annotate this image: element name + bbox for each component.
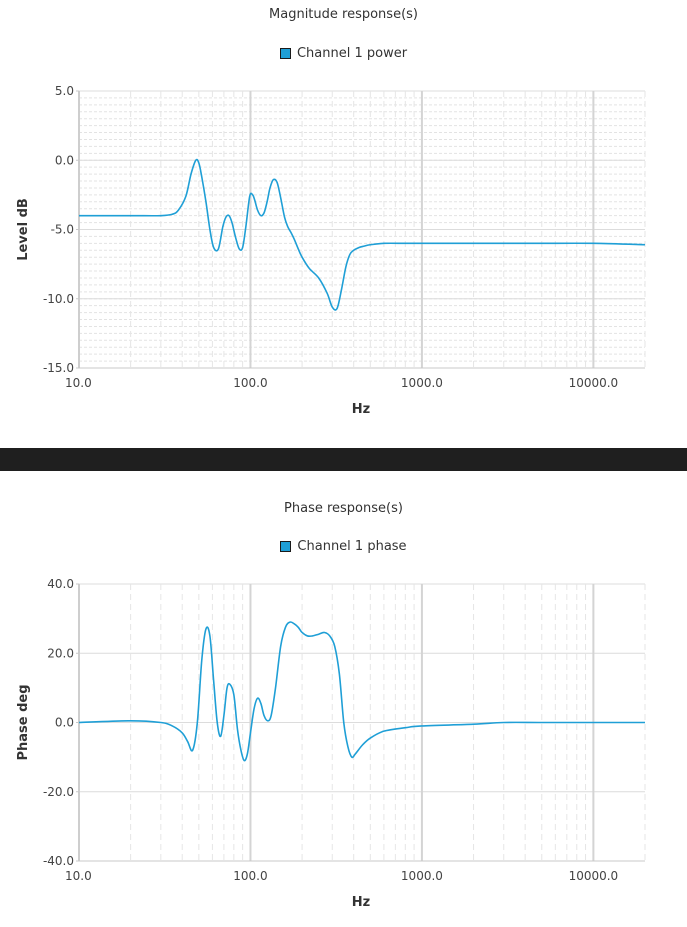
magnitude-legend-label: Channel 1 power bbox=[296, 46, 408, 61]
x-tick-label: 10000.0 bbox=[569, 376, 619, 390]
phase-legend[interactable]: Channel 1 phase bbox=[0, 539, 687, 554]
magnitude-legend[interactable]: Channel 1 power bbox=[0, 46, 687, 61]
y-tick-label: 0.0 bbox=[55, 716, 74, 730]
y-tick-label: -20.0 bbox=[43, 785, 74, 799]
legend-swatch-icon bbox=[279, 48, 291, 59]
y-tick-label: 40.0 bbox=[47, 577, 74, 591]
x-tick-label: 1000.0 bbox=[401, 869, 443, 883]
phase-chart-title: Phase response(s) bbox=[284, 501, 403, 516]
x-tick-label: 10.0 bbox=[65, 869, 92, 883]
phase-plot: -40.0 -20.0 0.0 20.0 40.0 10.0 100.0 1000.0 1000… bbox=[16, 577, 646, 910]
phase-chart-panel: Phase response(s) Channel 1 phase -40.0-… bbox=[0, 471, 687, 927]
y-axis-title: Level dB bbox=[16, 198, 31, 261]
series-line[interactable] bbox=[78, 621, 645, 762]
y-tick-label: -10.0 bbox=[43, 292, 74, 306]
grid bbox=[78, 583, 646, 862]
x-tick-label: 10.0 bbox=[65, 376, 92, 390]
grid bbox=[78, 90, 646, 369]
x-axis-title: Hz bbox=[352, 402, 370, 417]
legend-swatch-icon bbox=[280, 541, 292, 552]
x-tick-label: 100.0 bbox=[233, 376, 267, 390]
x-axis-title: Hz bbox=[352, 895, 370, 910]
y-tick-label: -5.0 bbox=[51, 223, 74, 237]
x-tick-label: 1000.0 bbox=[401, 376, 443, 390]
x-tick-label: 100.0 bbox=[233, 869, 267, 883]
y-tick-label: -15.0 bbox=[43, 361, 74, 375]
panel-divider bbox=[0, 448, 687, 471]
y-axis-title: Phase deg bbox=[16, 684, 31, 760]
y-tick-label: 5.0 bbox=[55, 84, 74, 98]
phase-legend-label: Channel 1 phase bbox=[297, 539, 407, 554]
magnitude-plot: -15.0 -10.0 -5.0 0.0 5.0 10.0 100.0 1000.0 10000… bbox=[16, 84, 646, 417]
y-tick-label: 20.0 bbox=[47, 646, 74, 660]
y-tick-label: -40.0 bbox=[43, 854, 74, 868]
y-tick-label: 0.0 bbox=[55, 153, 74, 167]
series-line[interactable] bbox=[79, 158, 646, 311]
x-tick-label: 10000.0 bbox=[569, 869, 619, 883]
magnitude-chart-panel: Magnitude response(s) Channel 1 power -1… bbox=[0, 0, 687, 448]
magnitude-chart-title: Magnitude response(s) bbox=[269, 7, 418, 22]
